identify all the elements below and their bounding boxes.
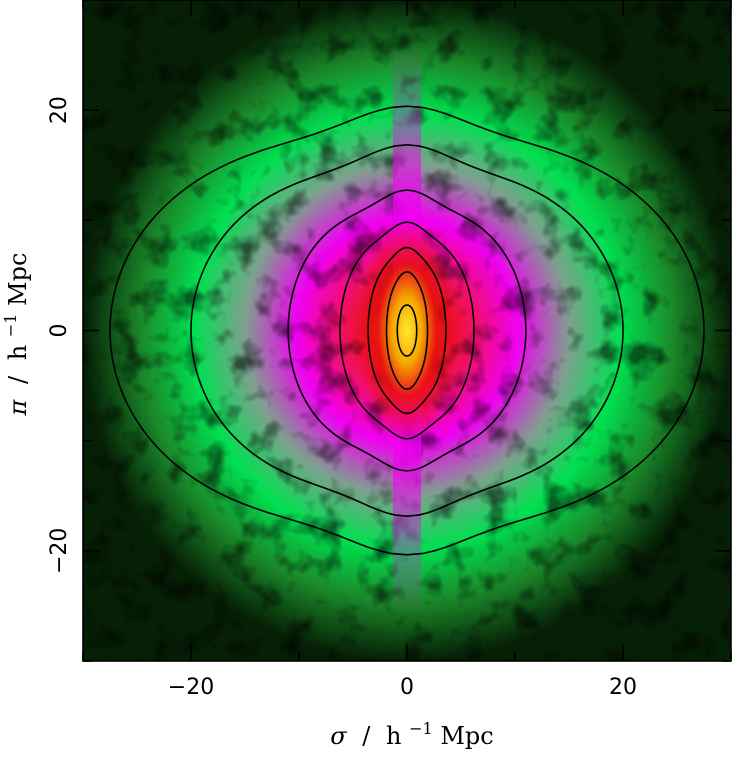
y-axis-slash: / (4, 375, 32, 384)
x-axis-unit-sup: −1 (409, 719, 433, 738)
x-axis-label: σ / h −1 Mpc (330, 712, 494, 750)
contour-level-6 (385, 271, 429, 390)
heatmap-core (358, 220, 456, 441)
y-tick-label: −20 (47, 528, 72, 574)
y-axis-ticks: −20 0 20 (47, 0, 731, 662)
y-tick-label: 0 (47, 324, 72, 338)
contour-lines (109, 105, 705, 556)
x-tick-label: 20 (609, 675, 637, 700)
contour-level-2 (190, 144, 624, 517)
contour-level-7 (396, 304, 418, 357)
contour-level-5 (367, 246, 447, 415)
contour-level-3 (287, 189, 527, 472)
y-axis-unit-sup: −1 (1, 314, 20, 338)
x-axis-symbol: σ (330, 722, 347, 750)
y-axis-label: π / h −1 Mpc (0, 253, 32, 417)
y-axis-symbol: π (4, 398, 32, 416)
x-axis-unit-post: Mpc (440, 722, 493, 750)
x-tick-label: −20 (168, 675, 214, 700)
x-axis-ticks: −20 0 20 (82, 0, 732, 700)
plot-area (83, 0, 731, 661)
x-tick-label: 0 (400, 675, 414, 700)
x-axis-slash: / (362, 722, 371, 750)
y-axis-unit-pre: h (4, 345, 32, 360)
contour-level-1 (109, 105, 705, 556)
x-axis-unit-pre: h (386, 722, 401, 750)
y-tick-label: 20 (47, 96, 72, 124)
contour-level-4 (339, 221, 475, 440)
y-axis-unit-post: Mpc (4, 253, 32, 306)
